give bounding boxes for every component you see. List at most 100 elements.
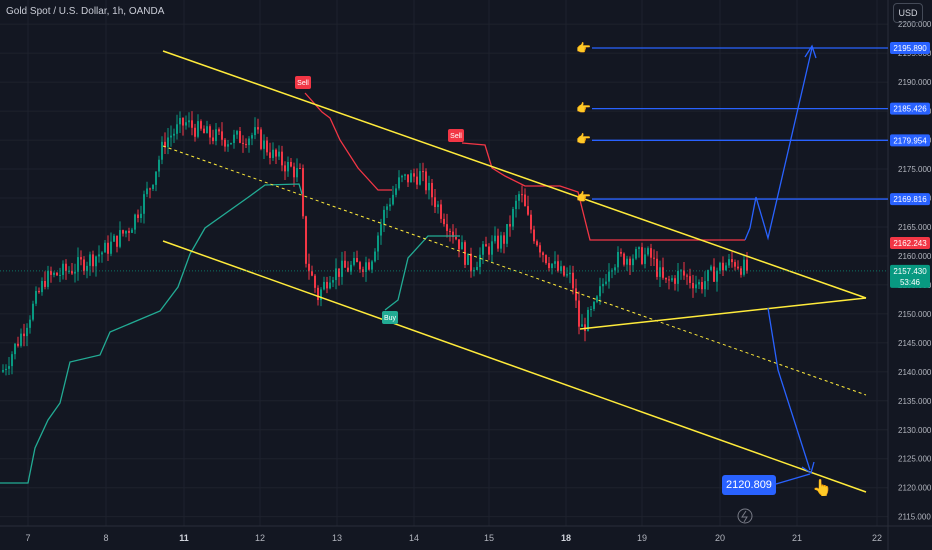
candle-body [743, 259, 745, 275]
candle-body [425, 171, 427, 191]
candle-body [38, 290, 40, 293]
buy-signal-badge [382, 311, 398, 324]
candle-body [311, 271, 313, 276]
candle-body [470, 253, 472, 272]
candle-body [272, 149, 274, 158]
candle-body [494, 235, 496, 242]
candle-body [395, 188, 397, 195]
candle-body [551, 263, 553, 269]
candle-body [23, 333, 25, 337]
currency-button[interactable]: USD [893, 3, 923, 23]
candle-body [137, 214, 139, 218]
y-tick-label: 2115.000 [898, 513, 931, 522]
candle-body [482, 244, 484, 255]
candle-body [479, 254, 481, 267]
y-tick-label: 2145.000 [898, 339, 932, 348]
candle-body [176, 124, 178, 134]
candle-body [689, 276, 691, 283]
candle-body [17, 343, 19, 346]
candle-body [287, 161, 289, 172]
candle-body [11, 354, 13, 367]
candle-body [560, 266, 562, 271]
candle-body [320, 289, 322, 301]
candle-body [71, 270, 73, 274]
candle-body [107, 242, 109, 254]
candle-body [332, 280, 334, 283]
candle-body [515, 200, 517, 210]
countdown-label: 53:46 [900, 278, 921, 287]
candle-body [605, 281, 607, 284]
candle-body [269, 152, 271, 158]
candle-body [56, 272, 58, 276]
candle-body [323, 281, 325, 290]
candle-body [254, 127, 256, 136]
target-level-badge-bg [890, 102, 930, 115]
candle-body [632, 258, 634, 266]
candle-body [164, 141, 166, 148]
candle-body [503, 235, 505, 244]
candle-body [461, 242, 463, 250]
candle-body [182, 117, 184, 126]
candle-body [92, 254, 94, 267]
lightning-icon[interactable] [737, 508, 753, 524]
pointing-hand-icon: 👉 [576, 41, 591, 55]
candle-body [305, 216, 307, 264]
candle-body [422, 171, 424, 173]
candle-body [542, 252, 544, 256]
candle-body [410, 173, 412, 183]
candle-body [32, 303, 34, 320]
candle-body [344, 260, 346, 268]
channel-upper-line [162, 50, 867, 299]
candle-body [185, 122, 187, 126]
candle-body [431, 182, 433, 198]
candle-body [620, 251, 622, 254]
target-level-badge-bg [890, 42, 930, 54]
candle-body [692, 282, 694, 289]
candle-body [491, 241, 493, 255]
target-connector-line [775, 473, 811, 485]
x-tick-label: 20 [715, 533, 725, 543]
candle-body [530, 214, 532, 230]
candle-body [557, 261, 559, 271]
candle-body [569, 272, 571, 275]
candle-body [674, 278, 676, 284]
candle-body [53, 272, 55, 275]
candle-body [26, 327, 28, 337]
candle-body [623, 253, 625, 265]
channel-mid-line [162, 145, 867, 396]
candle-body [5, 368, 7, 371]
candle-body [236, 131, 238, 135]
x-tick-label: 8 [103, 533, 108, 543]
candle-body [158, 159, 160, 172]
y-tick-label: 2140.000 [898, 368, 932, 377]
candle-body [452, 231, 454, 238]
candle-body [446, 224, 448, 231]
x-tick-label: 19 [637, 533, 647, 543]
candle-body [131, 229, 133, 233]
y-tick-label: 2175.000 [898, 165, 932, 174]
candle-body [656, 258, 658, 277]
candle-body [728, 259, 730, 266]
candle-body [248, 138, 250, 146]
candle-body [659, 267, 661, 277]
candle-body [80, 257, 82, 260]
candle-body [218, 129, 220, 132]
candle-body [227, 144, 229, 147]
candle-body [725, 265, 727, 271]
candle-body [419, 171, 421, 185]
candle-body [629, 258, 631, 266]
candle-body [281, 151, 283, 166]
candle-body [113, 235, 115, 242]
candle-body [128, 230, 130, 233]
y-tick-label: 2125.000 [898, 455, 932, 464]
candle-body [428, 182, 430, 191]
candle-body [389, 204, 391, 207]
candle-body [365, 262, 367, 272]
candle-body [536, 241, 538, 246]
channel-lower-line [162, 240, 867, 493]
candle-body [374, 251, 376, 262]
candle-body [644, 254, 646, 264]
candle-body [524, 194, 526, 207]
candle-body [299, 168, 301, 170]
